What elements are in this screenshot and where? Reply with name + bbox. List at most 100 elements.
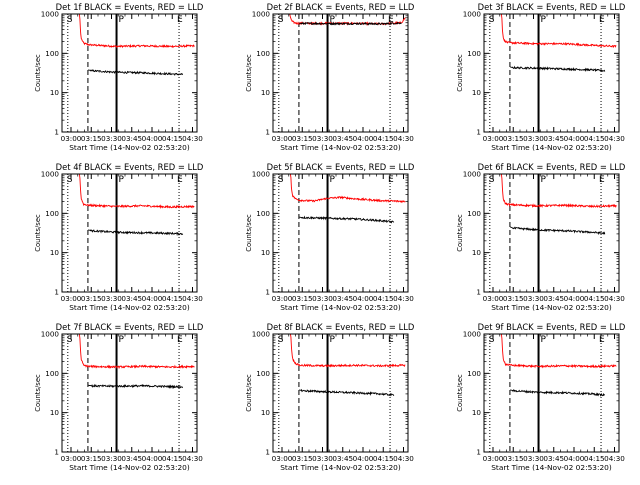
x-tick-label: 04:15 [373,294,394,303]
marker-label-e: E [599,335,605,345]
y-tick-label: 1000 [41,10,60,19]
x-tick-label: 03:45 [121,454,142,463]
y-tick-label: 100 [256,369,270,378]
events-rate-series [299,388,395,397]
marker-label-s: S [489,335,495,345]
marker-label-s: S [67,335,73,345]
x-tick-label: 04:15 [162,294,183,303]
chart-title: Det 7f BLACK = Events, RED = LLD [56,322,204,332]
y-tick-label: 10 [261,248,271,257]
plot-frame [483,173,620,293]
x-tick-label: 03:15 [503,134,524,143]
x-tick-label: 03:45 [332,134,353,143]
x-tick-label: 04:30 [393,134,414,143]
x-tick-label: 03:30 [312,134,333,143]
y-axis-label: Counts/sec [34,374,42,412]
y-tick-label: 10 [50,248,60,257]
y-tick-label: 100 [256,49,270,58]
chart-title: Det 2f BLACK = Events, RED = LLD [267,2,415,12]
events-rate-series [299,215,395,224]
y-tick-label: 1 [265,288,270,297]
events-rate-series [88,228,184,237]
x-tick-label: 04:15 [162,454,183,463]
y-tick-label: 100 [467,369,481,378]
lld-rate-series [78,173,195,210]
x-axis-label: Start Time (14-Nov-02 02:53:20) [69,463,190,472]
x-axis-label: Start Time (14-Nov-02 02:53:20) [491,303,612,312]
y-tick-label: 1000 [252,10,271,19]
x-tick-label: 04:30 [182,294,203,303]
y-tick-label: 10 [261,88,271,97]
marker-label-p: P [541,15,547,25]
marker-label-e: E [177,335,183,345]
x-tick-label: 04:00 [353,294,374,303]
x-tick-label: 03:15 [292,294,313,303]
y-axis-label: Counts/sec [456,214,464,252]
y-tick-label: 1 [54,128,59,137]
y-tick-label: 1 [265,128,270,137]
y-tick-label: 1000 [252,170,271,179]
y-tick-label: 1 [54,448,59,457]
x-tick-label: 03:45 [121,294,142,303]
x-tick-label: 03:45 [121,134,142,143]
x-tick-label: 04:30 [604,454,625,463]
x-tick-label: 03:00 [483,454,504,463]
events-rate-series [88,69,184,76]
y-axis-label: Counts/sec [245,214,253,252]
lld-rate-series [78,13,195,49]
x-tick-label: 04:30 [604,294,625,303]
x-tick-label: 03:45 [332,454,353,463]
x-tick-label: 04:30 [182,134,203,143]
x-tick-label: 04:15 [162,134,183,143]
x-tick-label: 03:15 [292,134,313,143]
x-tick-label: 03:30 [523,134,544,143]
x-tick-label: 04:30 [182,454,203,463]
marker-label-e: E [388,335,394,345]
y-axis-label: Counts/sec [34,54,42,92]
plot-frame [272,13,409,133]
lld-rate-series [78,333,195,370]
events-rate-series [88,383,184,389]
x-tick-label: 04:00 [564,454,585,463]
marker-label-p: P [541,335,547,345]
x-tick-label: 04:30 [393,454,414,463]
y-tick-label: 1 [265,448,270,457]
x-tick-label: 03:00 [272,454,293,463]
y-axis-label: Counts/sec [245,54,253,92]
marker-label-s: S [489,175,495,185]
x-axis-label: Start Time (14-Nov-02 02:53:20) [280,143,401,152]
events-rate-series [510,65,606,73]
x-tick-label: 04:00 [142,134,163,143]
y-tick-label: 100 [467,209,481,218]
x-tick-label: 03:00 [483,134,504,143]
y-tick-label: 100 [256,209,270,218]
x-tick-label: 04:00 [564,294,585,303]
x-tick-label: 03:00 [61,134,82,143]
marker-label-e: E [177,15,183,25]
marker-label-p: P [330,15,336,25]
x-tick-label: 04:15 [373,454,394,463]
x-tick-label: 04:00 [564,134,585,143]
x-tick-label: 03:00 [61,454,82,463]
x-tick-label: 03:15 [503,454,524,463]
x-tick-label: 03:15 [503,294,524,303]
y-tick-label: 10 [50,88,60,97]
y-tick-label: 100 [45,49,59,58]
x-tick-label: 03:30 [101,454,122,463]
x-tick-label: 04:00 [353,454,374,463]
x-tick-label: 03:30 [101,294,122,303]
x-tick-label: 03:30 [523,454,544,463]
marker-label-s: S [278,175,284,185]
y-axis-label: Counts/sec [34,214,42,252]
marker-label-e: E [388,175,394,185]
y-tick-label: 10 [472,248,482,257]
x-tick-label: 03:30 [523,294,544,303]
y-tick-label: 1 [476,288,481,297]
